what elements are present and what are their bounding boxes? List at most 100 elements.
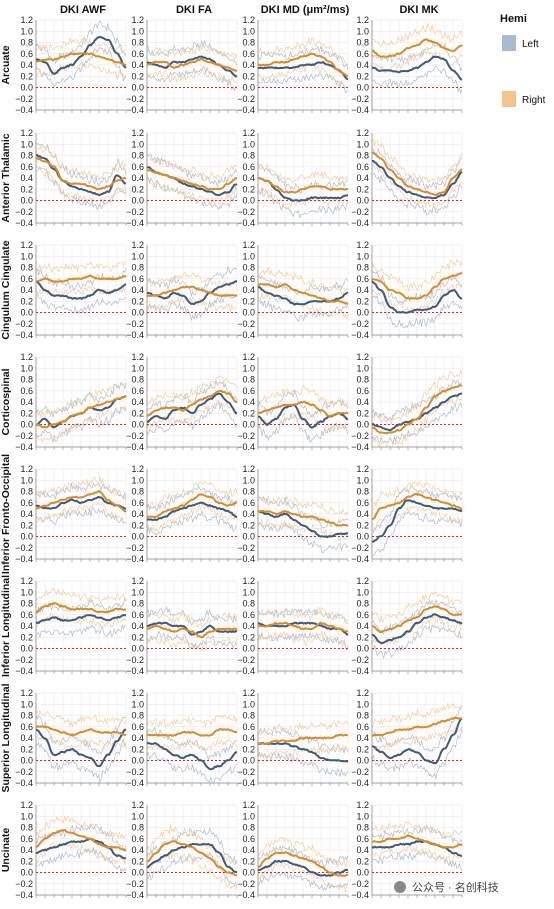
y-tick-label: 1.0 [242,699,255,709]
y-tick-label: −0.2 [351,767,369,777]
y-tick-label: 1.2 [20,352,33,362]
y-tick-label: −0.2 [126,431,144,441]
ci-trace-right [371,591,463,624]
ci-trace-left [371,402,463,446]
ci-trace-left [35,823,127,851]
y-tick-label: 0.6 [242,834,255,844]
y-tick-label: −0.2 [351,655,369,665]
legend-label-left: Left [522,39,539,50]
series-line-right [35,395,127,429]
y-tick-label: −0.2 [126,319,144,329]
panel-anterior-thalamic-dki-md-m-ms: 1.21.0 0.80.60.40.2 0.0−0.2−0.4 [237,128,349,228]
y-tick-label: −0.2 [15,431,33,441]
y-tick-label: 0.8 [356,263,369,273]
y-tick-label: 1.2 [356,15,369,25]
y-tick-label: 0.2 [356,856,369,866]
y-tick-label: 0.4 [20,397,33,407]
panel-uncinate-dki-mk: 1.21.0 0.80.60.40.2 0.0−0.2−0.4 [351,800,463,900]
y-tick-label: 0.2 [131,632,144,642]
y-tick-label: 0.6 [131,498,144,508]
y-tick-label: −0.2 [237,655,255,665]
ci-trace-left [257,522,349,554]
ci-trace-right [371,481,463,511]
y-tick-label: 0.6 [356,498,369,508]
series-line-left [371,280,463,314]
y-tick-label: 0.0 [20,532,33,542]
legend-swatch-right [502,91,516,107]
y-tick-label: 0.2 [131,408,144,418]
y-tick-label: 0.4 [242,733,255,743]
y-tick-label: −0.4 [15,778,33,788]
y-tick-label: 0.2 [131,520,144,530]
y-tick-label: 0.8 [131,263,144,273]
y-tick-label: 1.0 [242,139,255,149]
y-tick-label: −0.4 [126,666,144,676]
y-tick-label: −0.4 [126,890,144,900]
y-tick-label: 1.2 [356,800,369,810]
y-tick-label: −0.2 [237,319,255,329]
y-tick-label: 0.8 [356,599,369,609]
panel-anterior-thalamic-dki-fa: 1.21.0 0.80.60.40.2 0.0−0.2−0.4 [126,128,238,228]
series-line-left [371,717,463,765]
y-tick-label: 0.2 [131,744,144,754]
y-tick-label: 1.2 [131,464,144,474]
series-line-right [35,52,127,67]
ci-trace-right [146,636,238,653]
y-tick-label: −0.2 [237,543,255,553]
panels: 1.21.00.80.60.40.20.0−0.2−0.41.21.00.80.… [15,15,463,900]
y-tick-label: 0.0 [131,196,144,206]
ci-trace-right [371,726,463,752]
panel-inferior-longitudinal-dki-fa: 1.21.0 0.80.60.40.2 0.0−0.2−0.4 [126,576,238,676]
y-tick-label: −0.2 [15,319,33,329]
y-tick-label: 0.0 [131,868,144,878]
ci-trace-right [371,138,463,185]
y-tick-label: 0.6 [20,834,33,844]
y-tick-label: −0.2 [351,543,369,553]
y-tick-label: 1.2 [242,464,255,474]
y-tick-label: 0.6 [20,162,33,172]
ci-trace-left [371,485,463,534]
y-tick-label: 0.2 [20,632,33,642]
ci-trace-right [257,162,349,185]
y-tick-label: −0.2 [15,207,33,217]
y-tick-label: 1.0 [242,811,255,821]
y-tick-label: −0.2 [126,879,144,889]
y-tick-label: 0.8 [242,823,255,833]
y-tick-label: 1.2 [356,576,369,586]
y-tick-label: 1.2 [242,800,255,810]
y-tick-label: 0.6 [242,722,255,732]
y-tick-label: −0.2 [126,94,144,104]
y-tick-label: 0.8 [131,375,144,385]
y-tick-label: 1.0 [131,363,144,373]
y-tick-label: 0.8 [131,487,144,497]
y-tick-label: −0.4 [351,442,369,452]
y-tick-label: 0.8 [242,151,255,161]
y-tick-label: 1.0 [20,811,33,821]
y-tick-label: 0.8 [20,263,33,273]
legend: Hemi Left Right [500,13,546,107]
y-tick-label: 0.8 [20,711,33,721]
y-tick-label: −0.4 [351,778,369,788]
column-title-dki-fa: DKI FA [176,4,212,16]
y-tick-label: 0.8 [20,823,33,833]
ci-trace-right [371,258,463,292]
row-title-uncinate: Uncinate [0,828,12,873]
y-tick-label: 0.0 [356,196,369,206]
y-tick-label: 0.0 [356,83,369,93]
ci-trace-right [257,720,349,736]
ci-trace-left [35,623,127,638]
ci-trace-left [371,148,463,191]
y-tick-label: 1.0 [356,587,369,597]
y-tick-label: 0.0 [242,83,255,93]
y-tick-label: 1.2 [20,688,33,698]
y-tick-label: −0.2 [237,94,255,104]
y-tick-label: 0.6 [20,722,33,732]
y-tick-label: −0.4 [351,890,369,900]
ci-trace-right [146,714,238,728]
ci-trace-right [146,825,238,866]
series-line-left [257,742,349,763]
y-tick-label: 0.2 [356,184,369,194]
y-tick-label: 0.4 [20,509,33,519]
series-line-right [35,602,127,614]
y-tick-label: 0.4 [20,60,33,70]
